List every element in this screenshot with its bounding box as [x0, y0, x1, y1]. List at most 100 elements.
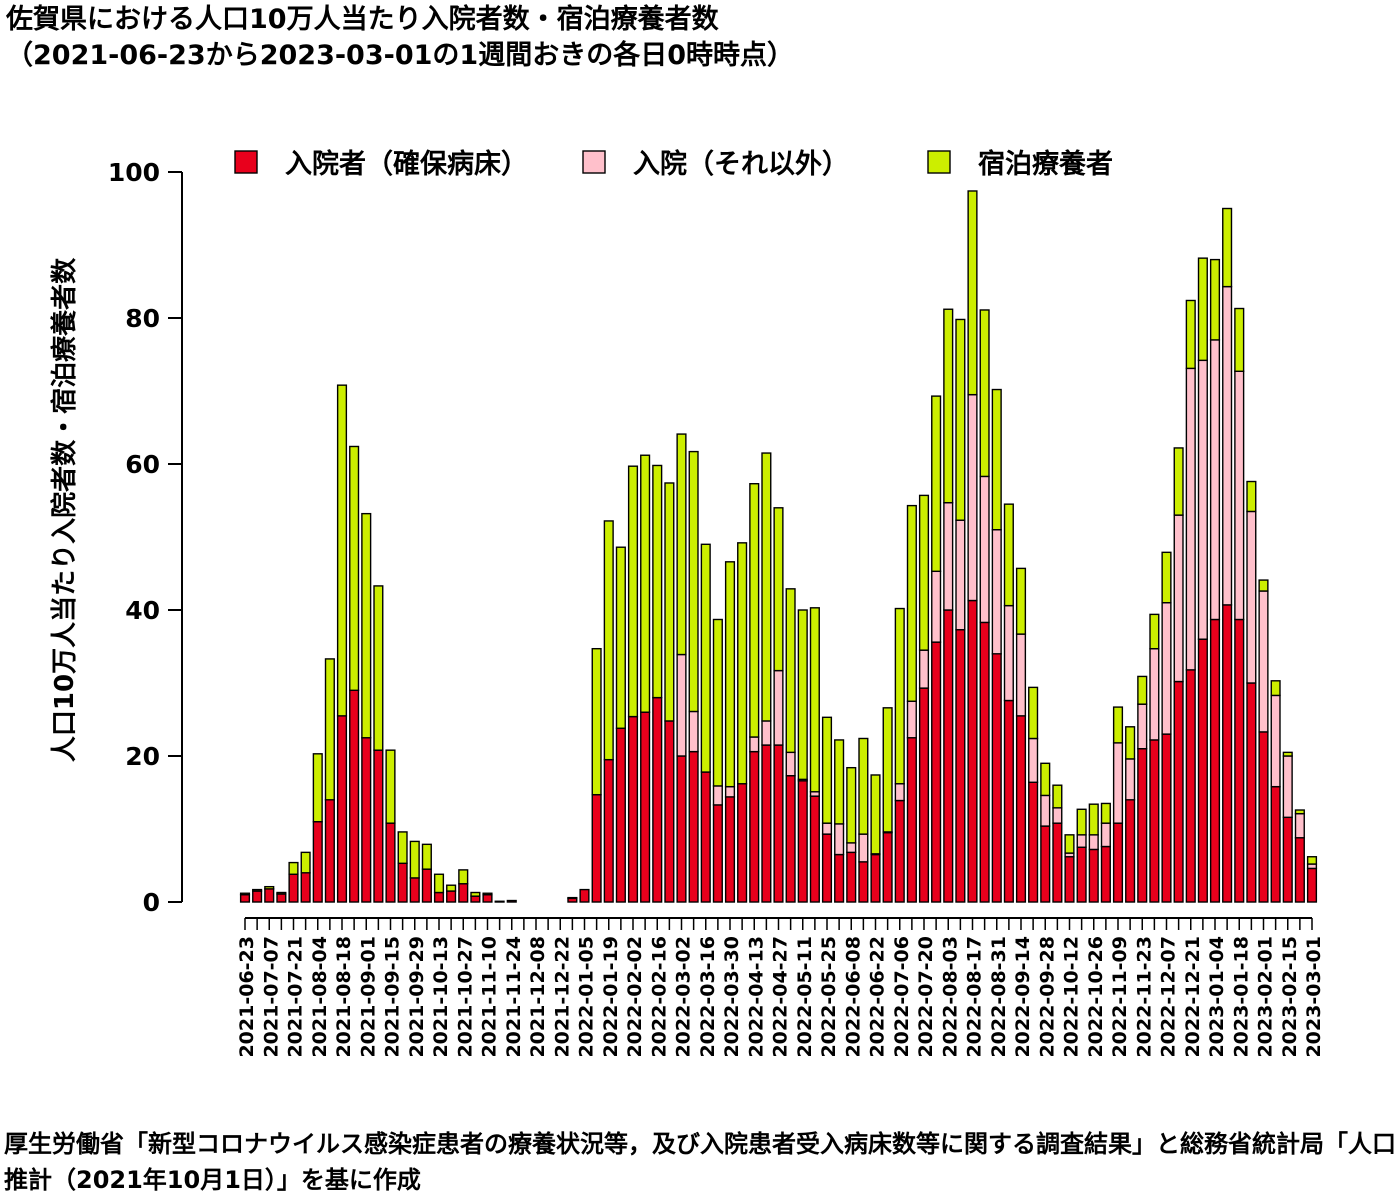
- bar-segment-1: [797, 780, 808, 903]
- bar-segment-1: [1112, 822, 1124, 903]
- bar-segment-1: [882, 831, 893, 903]
- bar-segment-3: [1294, 809, 1305, 815]
- bar-segment-1: [324, 799, 335, 903]
- legend-swatch: [927, 150, 951, 174]
- bar-segment-1: [979, 621, 990, 903]
- bar-segment-3: [724, 561, 736, 788]
- bar-segment-2: [1294, 812, 1305, 839]
- bar-segment-1: [421, 868, 432, 903]
- bar-segment-3: [324, 658, 335, 801]
- bar-segment-1: [288, 873, 299, 903]
- bar-segment-3: [615, 546, 626, 729]
- bar-segment-1: [894, 799, 905, 903]
- bar-segment-1: [688, 750, 699, 903]
- bar-segment-2: [918, 649, 930, 689]
- bar-segment-3: [567, 896, 578, 900]
- bar-segment-3: [1052, 784, 1063, 809]
- x-tick-label: 2022-11-09: [1109, 936, 1131, 1058]
- bar-segment-2: [1040, 794, 1051, 827]
- bar-segment-2: [1197, 359, 1208, 640]
- x-tick-label: 2022-12-21: [1182, 936, 1204, 1058]
- bar-segment-2: [1222, 285, 1233, 606]
- x-tick-label: 2022-07-06: [891, 936, 913, 1058]
- bar-segment-3: [349, 445, 360, 692]
- x-tick-label: 2021-10-27: [454, 936, 476, 1058]
- x-tick-label: 2021-11-10: [479, 936, 501, 1058]
- title-line: 佐賀県における人口10万人当たり入院者数・宿泊療養者数: [6, 4, 719, 35]
- bar-segment-3: [870, 774, 881, 855]
- bar-segment-3: [931, 395, 942, 573]
- x-tick-label: 2021-08-04: [309, 936, 331, 1058]
- bar-segment-3: [1222, 207, 1233, 288]
- bar-segment-2: [1282, 755, 1293, 819]
- bar-segment-1: [821, 833, 833, 903]
- bar-segment-1: [1209, 618, 1221, 903]
- bar-segment-1: [1258, 731, 1269, 903]
- bar-segment-3: [640, 454, 651, 713]
- y-tick-label: 80: [125, 304, 160, 333]
- x-tick-label: 2022-03-16: [697, 936, 719, 1058]
- bar-segment-3: [276, 891, 287, 895]
- bar-segment-2: [676, 653, 687, 757]
- bar-segment-3: [652, 464, 663, 699]
- bar-segment-1: [1306, 867, 1318, 903]
- bar-segment-2: [955, 519, 966, 631]
- bar-segment-2: [1209, 339, 1221, 621]
- bar-segment-2: [688, 710, 699, 753]
- bar-segment-2: [906, 700, 917, 739]
- bar-segment-1: [300, 872, 311, 903]
- bar-segment-1: [773, 744, 784, 903]
- x-tick-label: 2022-01-19: [600, 936, 622, 1058]
- bar-segment-3: [1137, 675, 1148, 705]
- bar-segment-1: [1222, 604, 1233, 903]
- chart-title: 佐賀県における人口10万人当たり入院者数・宿泊療養者数 （2021-06-23か…: [6, 2, 794, 74]
- bar-segment-3: [1306, 856, 1318, 865]
- bar-segment-1: [446, 890, 457, 903]
- x-tick-label: 2021-07-21: [285, 936, 307, 1058]
- bar-segment-3: [858, 737, 869, 835]
- y-axis-label: 人口10万人当たり入院者数・宿泊療養者数: [49, 257, 80, 762]
- legend-label: 入院者（確保病床）: [285, 148, 528, 180]
- y-tick-label: 40: [125, 596, 160, 625]
- bar-segment-3: [397, 831, 408, 865]
- x-tick-label: 2022-03-02: [673, 936, 695, 1058]
- bar-segment-3: [773, 507, 784, 672]
- x-tick-label: 2021-09-15: [382, 936, 404, 1058]
- bar-segment-3: [1161, 551, 1172, 604]
- bar-segment-3: [264, 885, 275, 890]
- bar-segment-3: [361, 512, 372, 739]
- bar-segment-3: [834, 739, 845, 825]
- bar-segment-3: [385, 749, 396, 824]
- x-tick-label: 2021-09-01: [357, 936, 379, 1058]
- bar-segment-3: [409, 840, 420, 879]
- bar-segment-1: [967, 599, 978, 903]
- bar-segment-3: [1100, 802, 1111, 824]
- bar-segment-1: [470, 895, 481, 903]
- bar-segment-3: [1246, 480, 1257, 513]
- legend-swatch: [234, 150, 258, 174]
- bar-segment-1: [312, 821, 323, 903]
- bar-segment-3: [1209, 258, 1221, 341]
- bar-segment-1: [433, 891, 445, 903]
- bar-segment-3: [591, 647, 602, 796]
- bar-segment-1: [349, 689, 360, 903]
- bar-segment-3: [979, 309, 990, 478]
- bar-segment-1: [761, 744, 772, 903]
- bar-segment-1: [676, 755, 687, 903]
- bar-segment-3: [918, 494, 930, 651]
- bar-segment-1: [615, 727, 626, 903]
- bar-segment-2: [1112, 742, 1124, 824]
- bar-segment-1: [1246, 682, 1257, 903]
- bars: [239, 190, 1318, 903]
- bar-segment-1: [918, 687, 930, 903]
- bar-segment-1: [458, 883, 469, 903]
- y-tick-label: 20: [125, 742, 160, 771]
- x-tick-label: 2022-01-05: [576, 936, 598, 1058]
- bar-segment-2: [773, 669, 784, 746]
- x-tick-label: 2022-04-27: [770, 936, 792, 1058]
- bar-segment-2: [1052, 807, 1063, 824]
- bar-segment-1: [1161, 733, 1172, 903]
- x-tick-label: 2022-12-07: [1158, 936, 1180, 1058]
- bar-segment-1: [385, 822, 396, 903]
